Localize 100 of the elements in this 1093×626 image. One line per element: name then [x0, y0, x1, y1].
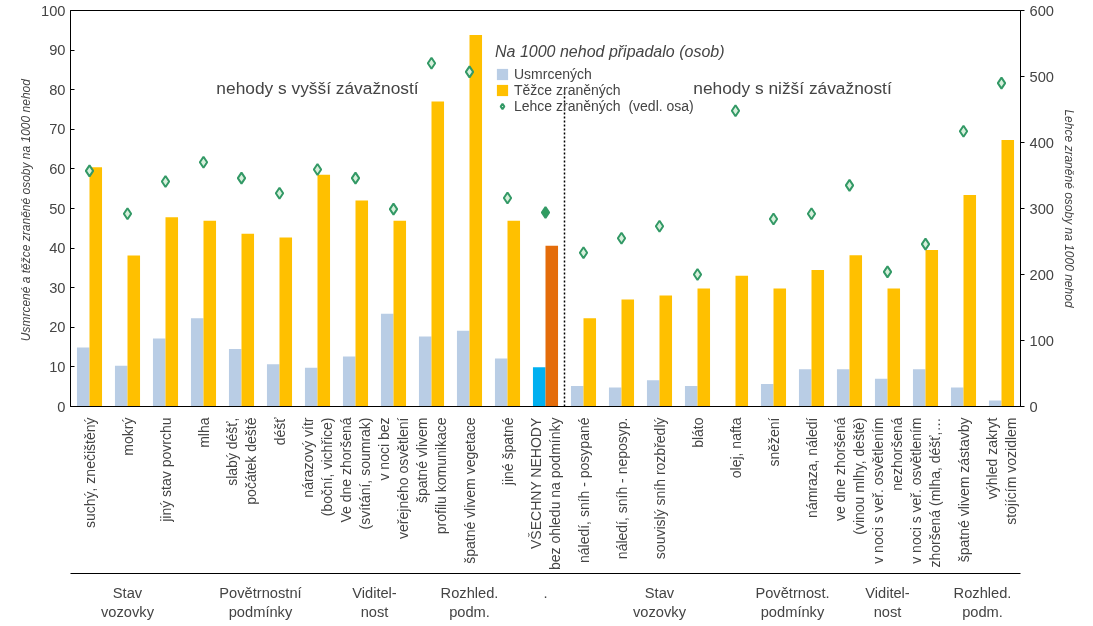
bar	[925, 250, 939, 407]
x-tick-label: slabý déšť, počátek deště	[223, 417, 260, 505]
x-tick-label: nárazový vítr (boční, vichřice)	[299, 417, 336, 517]
bar	[760, 383, 774, 407]
bar	[266, 364, 280, 407]
text: Rozhled. podm.	[440, 584, 499, 620]
annotation: nehody s nižší závažností	[693, 77, 892, 98]
point	[426, 56, 437, 70]
point	[958, 124, 969, 138]
y-tick-label: 0	[57, 398, 66, 415]
point	[312, 163, 323, 177]
text: Rozhled. podm.	[953, 584, 1012, 620]
bar	[165, 217, 179, 407]
point	[388, 202, 399, 216]
text: Viditel- nost	[352, 584, 397, 620]
bar	[355, 200, 369, 407]
y-tick-label: 70	[49, 121, 66, 138]
bar	[735, 275, 749, 407]
bar	[380, 313, 394, 407]
bar	[279, 237, 293, 407]
x-tick-label: náledí, sníh - posypané	[575, 417, 592, 564]
text: Viditel- nost	[865, 584, 910, 620]
bar	[545, 245, 559, 407]
legend-label: Lehce zraněných (vedl. osa)	[514, 98, 694, 114]
y2-tick-label: 200	[1029, 266, 1054, 283]
bar	[431, 101, 445, 407]
point	[768, 212, 779, 226]
bar	[950, 387, 964, 407]
point	[274, 186, 285, 200]
y-tick-label: 40	[49, 240, 66, 257]
bar	[811, 269, 825, 407]
y2-tick-label: 300	[1029, 200, 1054, 217]
x-tick-label: mlha	[195, 417, 212, 448]
x-tick-label: sněžení	[765, 417, 782, 467]
bar	[798, 369, 812, 407]
bar	[152, 338, 166, 407]
text: .	[543, 584, 548, 601]
x-tick-label: jiné špatné	[499, 417, 516, 487]
bar	[608, 387, 622, 407]
bar	[912, 369, 926, 407]
y2-tick-label: 100	[1029, 332, 1054, 349]
bar	[621, 299, 635, 407]
point	[350, 171, 361, 185]
bar	[1001, 139, 1015, 407]
x-tick-label: olej, nafta	[727, 417, 744, 479]
y-tick-label: 90	[49, 42, 66, 59]
bar	[583, 318, 597, 407]
bar	[494, 358, 508, 407]
bar	[393, 220, 407, 407]
bar	[773, 288, 787, 407]
y-tick-label: 10	[49, 358, 66, 375]
point	[198, 155, 209, 169]
point	[692, 268, 703, 281]
bar	[127, 255, 141, 407]
bar	[317, 174, 331, 407]
y2-tick-label: 400	[1029, 134, 1054, 151]
bar	[887, 288, 901, 407]
x-tick-label: špatné vlivem zástavby	[955, 417, 972, 563]
legend-label: Těžce zraněných	[514, 82, 621, 98]
x-tick-label: jiný stav povrchu	[157, 417, 174, 523]
y-tick-label: 30	[49, 279, 66, 296]
y-tick-label: 60	[49, 160, 66, 177]
y-tick-label: 50	[49, 200, 66, 217]
bar	[507, 220, 521, 407]
y-axis-title: Usmrcené a těžce zraněné osoby na 1000 nehod	[19, 78, 34, 342]
x-tick-label: souvislý sníh rozbředlý	[651, 417, 668, 560]
y-tick-label: 80	[49, 81, 66, 98]
bar	[963, 195, 977, 407]
x-tick-label: mokrý	[119, 417, 136, 456]
point	[578, 246, 589, 260]
bar	[190, 318, 204, 407]
x-tick-label: špatné vlivem vegetace	[461, 417, 478, 564]
bar	[469, 35, 483, 407]
point	[882, 265, 893, 279]
text: Povětrnost. podmínky	[755, 584, 830, 620]
x-tick-label: v noci s veř. osvětlením zhoršená (mlha, déšť,…	[907, 417, 944, 568]
point	[502, 191, 513, 205]
bar	[532, 367, 546, 407]
bar	[304, 367, 318, 407]
bar	[203, 220, 217, 407]
legend-title: Na 1000 nehod připadalo (osob)	[495, 43, 725, 61]
bar	[89, 167, 103, 407]
x-tick-label: ve dne zhoršená (vinou mlhy, deště)	[831, 417, 868, 535]
y2-tick-label: 600	[1029, 2, 1054, 19]
point	[616, 231, 627, 245]
bar	[684, 385, 698, 407]
x-tick-label: suchý, znečištěný	[81, 417, 98, 528]
bar	[342, 356, 356, 407]
x-tick-label: bláto	[689, 417, 706, 448]
y-tick-label: 20	[49, 319, 66, 336]
x-tick-label: déšť	[271, 416, 288, 446]
bar	[76, 347, 90, 407]
bar	[646, 380, 660, 407]
bar	[241, 233, 255, 407]
bar	[849, 255, 863, 407]
bar	[659, 295, 673, 407]
point	[540, 205, 551, 219]
y2-axis-title: Lehce zraněné osoby na 1000 nehod	[1061, 109, 1076, 308]
point	[464, 65, 475, 79]
bar	[418, 336, 432, 407]
